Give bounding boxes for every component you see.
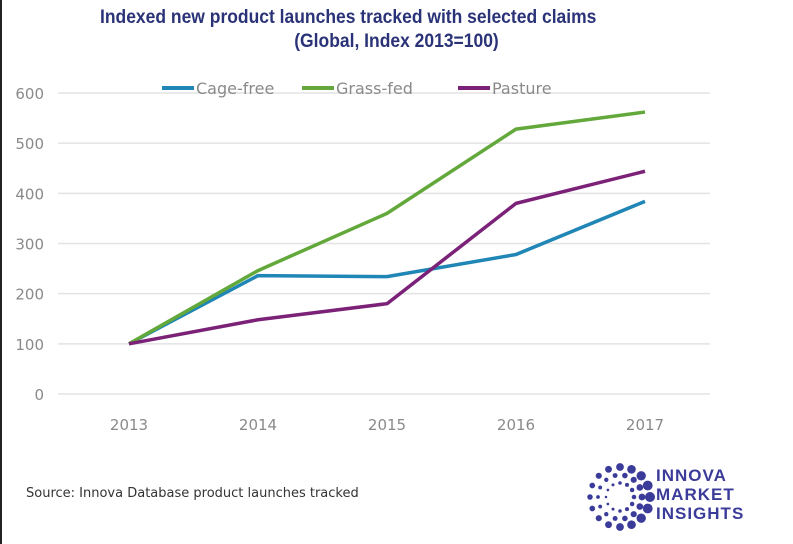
- y-tick-label: 100: [15, 336, 44, 354]
- chart-title: Indexed new product launches tracked wit…: [100, 7, 597, 28]
- logo-dot: [636, 513, 646, 523]
- x-tick-label: 2014: [239, 416, 277, 434]
- logo-dot: [618, 481, 622, 485]
- logo-dot: [642, 480, 653, 491]
- logo-dot: [598, 504, 603, 509]
- logo-dot: [604, 512, 609, 517]
- logo-dot: [631, 494, 637, 500]
- logo-dot: [589, 482, 596, 489]
- logo-dot: [605, 465, 612, 473]
- logo-dot: [636, 503, 644, 510]
- legend-label: Grass-fed: [336, 79, 413, 98]
- logo-dot: [595, 472, 602, 479]
- logo-dot: [629, 501, 635, 507]
- left-border: [0, 0, 2, 544]
- logo-dot: [616, 523, 624, 531]
- logo-dot: [636, 471, 646, 481]
- series-line-pasture: [128, 169, 646, 346]
- logo-dot: [627, 520, 636, 530]
- logo-dot: [612, 473, 618, 479]
- logo-dot: [622, 472, 628, 479]
- chart-subtitle: (Global, Index 2013=100): [294, 31, 499, 52]
- logo-line: MARKET: [656, 485, 735, 504]
- logo-dot: [612, 515, 618, 521]
- series-line-grass-fed: [128, 110, 646, 346]
- logo-dot: [596, 495, 600, 499]
- source-note: Source: Innova Database product launches…: [26, 486, 359, 501]
- logo-dot: [645, 492, 655, 502]
- logo-dot: [598, 485, 603, 490]
- x-tick-label: 2013: [110, 416, 148, 434]
- logo-dot: [627, 464, 636, 474]
- logo-dot: [605, 521, 612, 529]
- logo-dot: [638, 493, 646, 501]
- logo-dot: [589, 505, 596, 512]
- logo-dot: [611, 507, 615, 511]
- logo-dot: [604, 495, 608, 499]
- logo-dot: [604, 477, 609, 482]
- logo-dot: [622, 515, 628, 522]
- innova-logo-icon: [587, 463, 655, 531]
- logo-text: INNOVA MARKET INSIGHTS: [656, 466, 744, 523]
- x-tick-label: 2016: [497, 416, 535, 434]
- logo-dot: [624, 507, 630, 512]
- x-tick-label: 2015: [368, 416, 406, 434]
- logo-dot: [618, 509, 622, 513]
- logo-dot: [624, 482, 630, 487]
- legend-label: Pasture: [492, 79, 552, 98]
- y-tick-label: 400: [15, 185, 44, 203]
- logo-dot: [616, 463, 624, 471]
- logo-dot: [595, 515, 602, 522]
- series-line-cage-free: [128, 199, 646, 346]
- y-tick-label: 600: [15, 85, 44, 103]
- logo-dot: [611, 483, 615, 487]
- logo-dot: [606, 488, 610, 492]
- logo-dot: [630, 476, 637, 483]
- y-tick-label: 200: [15, 286, 44, 304]
- logo-dot: [606, 502, 610, 506]
- logo-dot: [629, 487, 635, 493]
- y-tick-label: 300: [15, 236, 44, 254]
- logo-dot: [636, 484, 644, 491]
- y-tick-label: 0: [34, 386, 44, 404]
- legend-label: Cage-free: [196, 79, 274, 98]
- logo-dot: [587, 494, 593, 500]
- logo-dot: [630, 511, 637, 518]
- y-tick-label: 500: [15, 135, 44, 153]
- logo-line: INSIGHTS: [656, 504, 745, 523]
- chart-title-block: Indexed new product launches tracked wit…: [32, 6, 762, 54]
- logo-line: INNOVA: [656, 466, 727, 485]
- x-tick-label: 2017: [626, 416, 664, 434]
- logo-dot: [642, 503, 653, 514]
